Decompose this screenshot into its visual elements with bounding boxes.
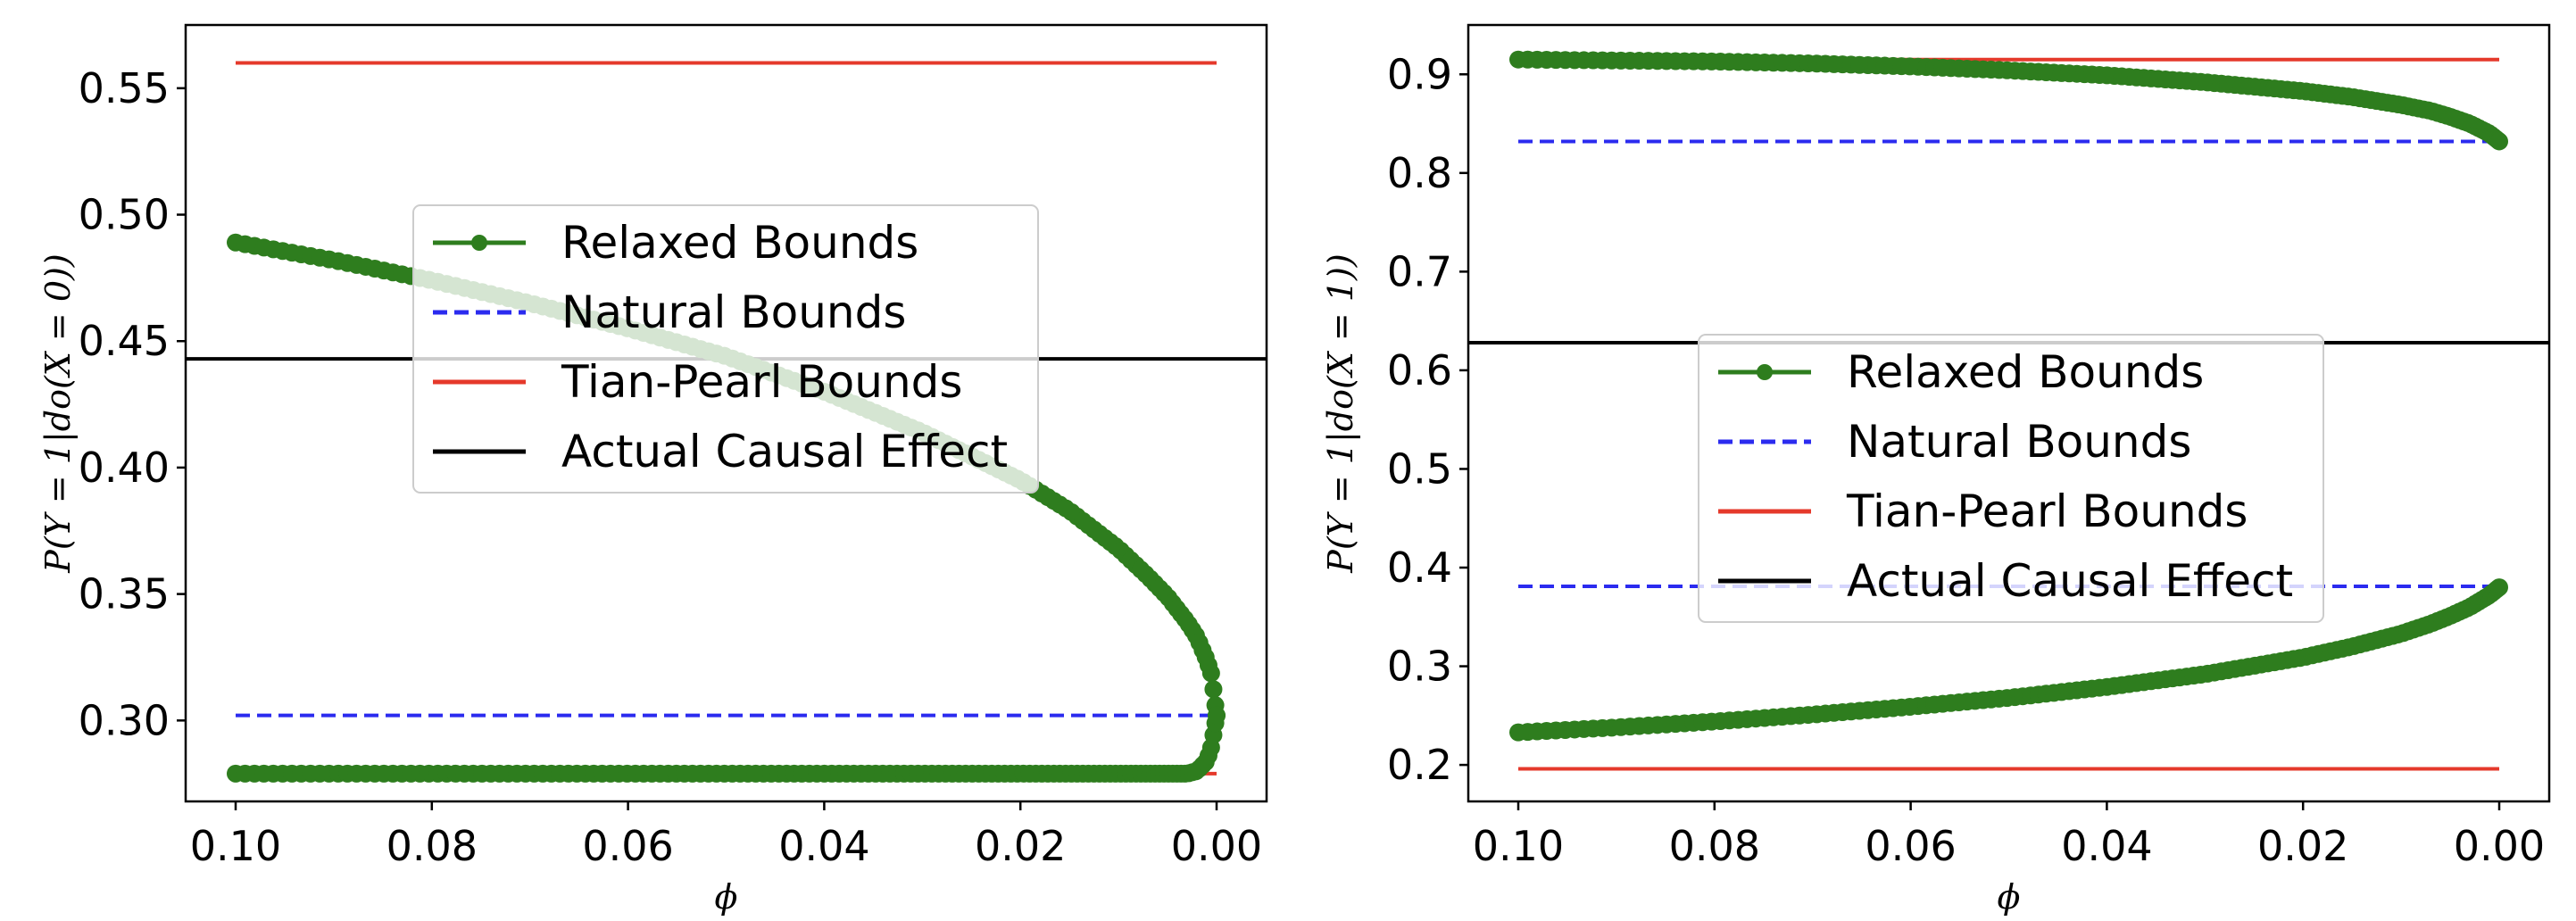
relaxed-lower-point [1208, 706, 1226, 725]
x-axis-label: ϕ [1998, 877, 2021, 917]
y-tick-label: 0.7 [1387, 247, 1452, 295]
y-axis-label: P(Y = 1|do(X = 1)) [1321, 253, 1360, 573]
right-subplot: 0.10 0.08 0.06 0.04 0.02 0.00 0.2 0.3 0.4 0.5 0.6 0… [1321, 23, 2551, 917]
x-tick-label: 0.02 [2257, 822, 2348, 870]
axes-frame [184, 23, 1268, 803]
y-tick-label: 0.8 [1387, 149, 1452, 197]
y-tick-label: 0.40 [79, 444, 170, 492]
y-tick-label: 0.6 [1387, 346, 1452, 394]
y-tick-label: 0.3 [1387, 643, 1452, 691]
legend-entry: Tian-Pearl Bounds [561, 356, 962, 408]
left-subplot: 0.10 0.08 0.06 0.04 0.02 0.00 0.30 0.35 0.40 0.45… [38, 23, 1268, 917]
axes-frame [1467, 23, 2551, 803]
y-tick-label: 0.30 [79, 696, 170, 744]
legend-entry: Relaxed Bounds [1847, 346, 2204, 398]
legend-entry: Natural Bounds [561, 286, 906, 338]
relaxed-upper-point [1201, 664, 1220, 683]
x-tick-label: 0.08 [386, 822, 478, 870]
y-tick-label: 0.50 [79, 191, 170, 239]
y-axis-label: P(Y = 1|do(X = 0)) [38, 253, 78, 573]
x-tick-label: 0.04 [778, 822, 869, 870]
x-tick-label: 0.08 [1669, 822, 1760, 870]
x-tick-label: 0.04 [2061, 822, 2152, 870]
legend-entry: Actual Causal Effect [561, 426, 1008, 477]
y-tick-label: 0.55 [79, 64, 170, 112]
x-tick-label: 0.02 [975, 822, 1066, 870]
x-tick-label: 0.00 [2454, 822, 2545, 870]
y-tick-label: 0.9 [1387, 50, 1452, 98]
y-tick-label: 0.5 [1387, 444, 1452, 493]
y-tick-label: 0.4 [1387, 543, 1452, 592]
y-tick-label: 0.45 [79, 317, 170, 365]
y-tick-label: 0.2 [1387, 741, 1452, 789]
x-axis-label: ϕ [715, 877, 738, 917]
x-tick-label: 0.06 [582, 822, 673, 870]
x-tick-label: 0.10 [190, 822, 281, 870]
legend-box [1698, 334, 2324, 623]
y-tick-label: 0.35 [79, 570, 170, 618]
legend-box [412, 204, 1039, 494]
legend-marker [1757, 364, 1773, 380]
relaxed-upper-point [2490, 132, 2508, 151]
legend-entry: Relaxed Bounds [561, 217, 918, 269]
relaxed-upper-point [1204, 680, 1223, 699]
legend-entry: Natural Bounds [1847, 416, 2191, 468]
legend-marker [471, 235, 487, 251]
x-tick-label: 0.06 [1865, 822, 1956, 870]
relaxed-lower-point [2490, 578, 2508, 597]
legend-entry: Tian-Pearl Bounds [1846, 485, 2248, 537]
legend-entry: Actual Causal Effect [1847, 555, 2293, 607]
x-tick-label: 0.00 [1171, 822, 1262, 870]
x-tick-label: 0.10 [1473, 822, 1564, 870]
